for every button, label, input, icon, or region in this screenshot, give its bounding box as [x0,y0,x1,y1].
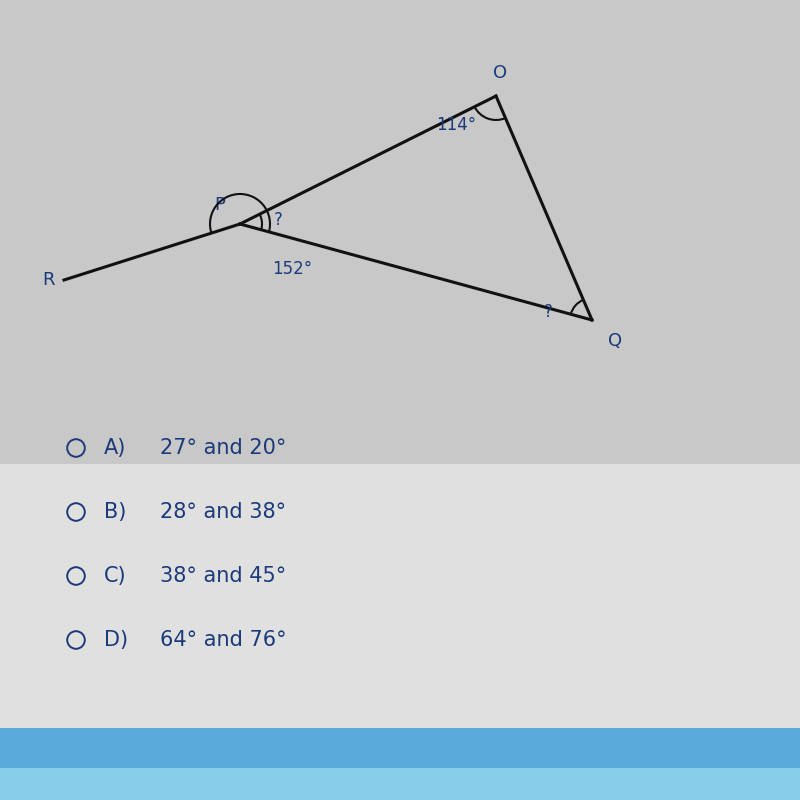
Text: 64° and 76°: 64° and 76° [160,630,286,650]
Bar [0,768,800,800]
Text: 38° and 45°: 38° and 45° [160,566,286,586]
Text: 27° and 20°: 27° and 20° [160,438,286,458]
Bar [0,728,800,768]
Text: O: O [493,64,507,82]
Text: 28° and 38°: 28° and 38° [160,502,286,522]
Text: C): C) [104,566,126,586]
Text: 152°: 152° [272,260,312,278]
Text: P: P [214,196,226,214]
Text: B): B) [104,502,126,522]
Bar [0,0,800,464]
Text: D): D) [104,630,128,650]
Text: 114°: 114° [436,116,476,134]
Text: ?: ? [543,303,553,321]
Text: Q: Q [608,332,622,350]
Text: ?: ? [274,211,282,229]
Bar [0,464,800,728]
Text: A): A) [104,438,126,458]
Text: R: R [42,271,54,289]
